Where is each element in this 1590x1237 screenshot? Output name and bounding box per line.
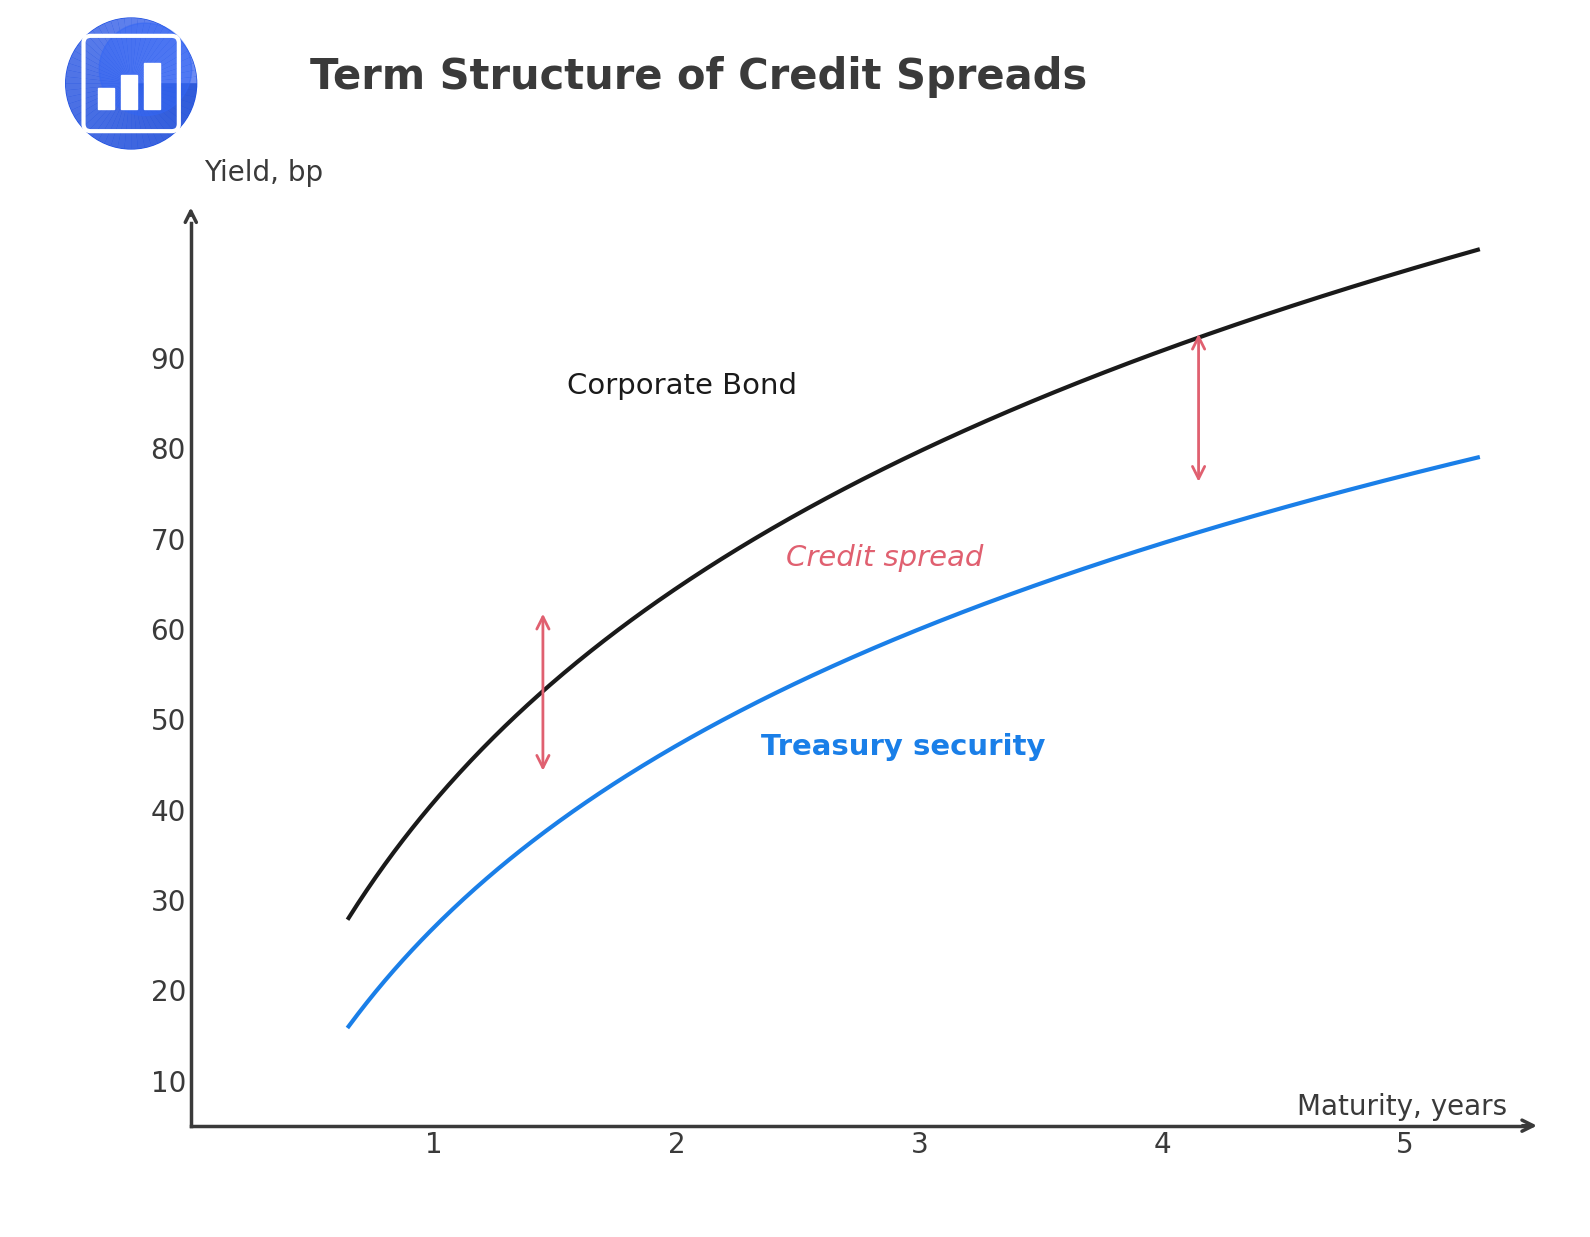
- Text: Treasury security: Treasury security: [762, 734, 1046, 762]
- Wedge shape: [124, 19, 130, 84]
- Wedge shape: [130, 21, 157, 84]
- Bar: [121, 75, 137, 109]
- Circle shape: [65, 19, 197, 148]
- Wedge shape: [67, 63, 130, 84]
- Text: Yield, bp: Yield, bp: [204, 158, 323, 187]
- Wedge shape: [130, 51, 191, 84]
- Wedge shape: [130, 84, 188, 122]
- Wedge shape: [130, 19, 145, 84]
- Wedge shape: [130, 84, 175, 136]
- Wedge shape: [130, 84, 164, 143]
- Wedge shape: [67, 71, 130, 84]
- Wedge shape: [87, 84, 130, 136]
- Wedge shape: [67, 84, 130, 96]
- Wedge shape: [78, 84, 130, 127]
- Wedge shape: [130, 27, 170, 84]
- Wedge shape: [118, 19, 130, 84]
- Wedge shape: [72, 84, 130, 116]
- Wedge shape: [92, 27, 130, 84]
- Wedge shape: [68, 57, 130, 84]
- Bar: [145, 63, 159, 109]
- Wedge shape: [130, 63, 196, 84]
- Wedge shape: [130, 19, 138, 84]
- Wedge shape: [130, 84, 138, 148]
- Wedge shape: [111, 20, 130, 84]
- Wedge shape: [130, 84, 196, 96]
- Wedge shape: [99, 84, 130, 143]
- Text: Credit spread: Credit spread: [785, 544, 983, 571]
- Wedge shape: [130, 84, 197, 90]
- Wedge shape: [130, 57, 194, 84]
- Wedge shape: [83, 84, 130, 132]
- Wedge shape: [130, 45, 188, 84]
- Wedge shape: [130, 84, 157, 146]
- Wedge shape: [92, 84, 130, 140]
- Wedge shape: [75, 45, 130, 84]
- Wedge shape: [111, 84, 130, 147]
- Bar: [99, 88, 114, 109]
- Wedge shape: [130, 77, 197, 84]
- Wedge shape: [130, 24, 164, 84]
- Wedge shape: [75, 84, 130, 122]
- Text: Maturity, years: Maturity, years: [1297, 1094, 1507, 1121]
- Wedge shape: [65, 84, 130, 90]
- Wedge shape: [78, 40, 130, 84]
- Text: Corporate Bond: Corporate Bond: [568, 372, 797, 401]
- Circle shape: [99, 24, 192, 115]
- Wedge shape: [130, 20, 151, 84]
- Wedge shape: [87, 31, 130, 84]
- Wedge shape: [118, 84, 130, 148]
- Wedge shape: [83, 35, 130, 84]
- Wedge shape: [65, 77, 130, 84]
- Wedge shape: [130, 31, 175, 84]
- Wedge shape: [72, 51, 130, 84]
- Wedge shape: [130, 40, 184, 84]
- Wedge shape: [130, 84, 184, 127]
- Wedge shape: [68, 84, 130, 110]
- Wedge shape: [130, 84, 180, 132]
- Wedge shape: [130, 35, 180, 84]
- Wedge shape: [130, 84, 145, 148]
- Wedge shape: [130, 84, 196, 104]
- Wedge shape: [130, 84, 191, 116]
- Wedge shape: [130, 84, 194, 110]
- Wedge shape: [105, 84, 130, 146]
- Wedge shape: [99, 24, 130, 84]
- Wedge shape: [130, 71, 196, 84]
- Text: Term Structure of Credit Spreads: Term Structure of Credit Spreads: [310, 56, 1088, 98]
- Wedge shape: [130, 84, 151, 147]
- Wedge shape: [130, 84, 170, 140]
- Wedge shape: [105, 21, 130, 84]
- Wedge shape: [124, 84, 130, 148]
- Wedge shape: [67, 84, 130, 104]
